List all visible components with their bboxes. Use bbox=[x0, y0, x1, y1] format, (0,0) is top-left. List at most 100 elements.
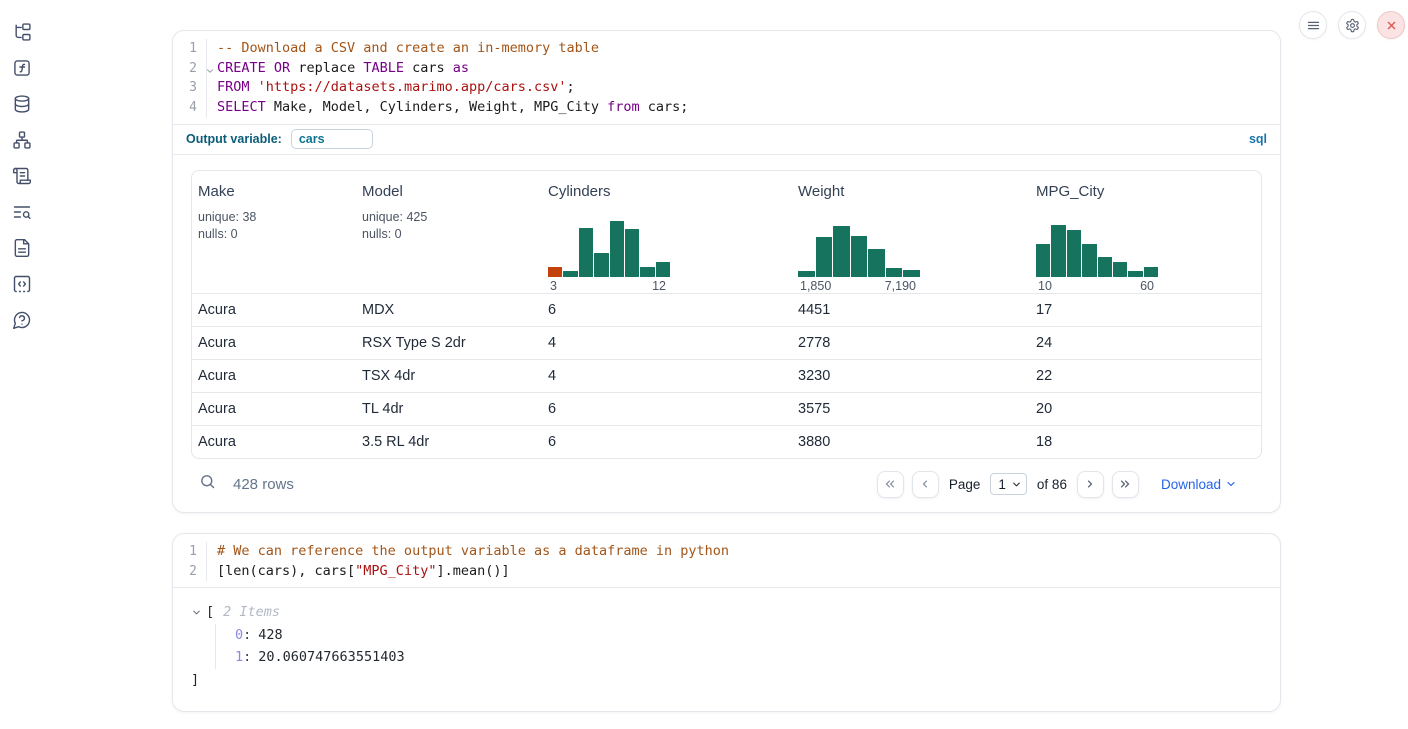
unique-stat: unique: 38 bbox=[198, 209, 257, 224]
list-item: 1: 20.060747663551403 bbox=[235, 649, 405, 666]
histogram-bar bbox=[1097, 256, 1112, 277]
nulls-stat: nulls: 0 bbox=[362, 226, 402, 241]
histogram-bar bbox=[1036, 244, 1051, 277]
download-button[interactable]: Download bbox=[1161, 477, 1237, 492]
table-footer: 428 rows Page 1 of 86 Download bbox=[191, 459, 1262, 510]
line-number: 3 bbox=[189, 80, 197, 96]
previous-page-button[interactable] bbox=[911, 470, 939, 498]
histogram-bar bbox=[833, 226, 850, 277]
hist-min-label: 10 bbox=[1038, 278, 1052, 293]
documentation-icon[interactable] bbox=[12, 238, 32, 258]
histogram-bar bbox=[1051, 225, 1066, 277]
column-header-weight[interactable]: Weight 1,850 7,190 bbox=[792, 183, 1030, 293]
output-variable-label: Output variable: bbox=[186, 132, 282, 147]
histogram-bar bbox=[1143, 267, 1158, 277]
sql-keyword: as bbox=[452, 59, 470, 76]
chevron-right-icon bbox=[1088, 480, 1093, 488]
output-variable-input[interactable] bbox=[290, 129, 373, 150]
sql-cell-output: Make unique: 38 nulls: 0 Model unique: 42… bbox=[173, 155, 1280, 510]
sql-keyword: CREATE bbox=[217, 59, 266, 76]
sql-keyword: TABLE bbox=[363, 59, 404, 76]
chevron-down-icon bbox=[1227, 482, 1235, 487]
histogram-bar bbox=[624, 229, 640, 277]
datasources-icon[interactable] bbox=[12, 94, 32, 114]
histogram-bar bbox=[798, 271, 815, 277]
sql-keyword: from bbox=[607, 99, 640, 116]
hist-max-label: 12 bbox=[652, 278, 666, 293]
page-select[interactable]: 1 bbox=[990, 473, 1027, 496]
page-select-value: 1 bbox=[998, 476, 1006, 492]
histogram-bar bbox=[563, 271, 578, 277]
unique-stat: unique: 425 bbox=[362, 209, 428, 224]
list-item-count: 2 Items bbox=[223, 604, 281, 621]
sql-cell: 1 -- Download a CSV and create an in-mem… bbox=[172, 30, 1281, 513]
line-number: 1 bbox=[189, 41, 197, 56]
chevrons-right-icon bbox=[1121, 480, 1130, 488]
shutdown-button[interactable] bbox=[1377, 11, 1405, 39]
dependency-graph-icon[interactable] bbox=[12, 130, 32, 150]
sql-keyword: OR bbox=[273, 59, 291, 76]
next-page-button[interactable] bbox=[1076, 470, 1104, 498]
histogram-bar bbox=[1112, 261, 1128, 277]
hist-min-label: 3 bbox=[550, 278, 557, 293]
list-items: 0: 428 1: 20.060747663551403 bbox=[215, 623, 1262, 669]
python-cell: 1 # We can reference the output variable… bbox=[172, 533, 1281, 712]
column-header-mpg-city[interactable]: MPG_City 10 60 bbox=[1030, 183, 1261, 293]
table-row: Acura TSX 4dr 4 3230 22 bbox=[192, 358, 1261, 392]
line-number: 2 bbox=[189, 563, 197, 579]
sql-code-editor[interactable]: 1 -- Download a CSV and create an in-mem… bbox=[173, 31, 1280, 125]
histogram-bar bbox=[850, 235, 868, 277]
hist-max-label: 60 bbox=[1140, 278, 1154, 293]
histogram-bar bbox=[655, 262, 670, 277]
histogram-bar bbox=[885, 268, 903, 277]
line-number: 2 bbox=[189, 60, 197, 76]
search-icon[interactable] bbox=[199, 473, 216, 495]
histogram-bar bbox=[548, 266, 563, 277]
line-number: 4 bbox=[189, 100, 197, 116]
file-explorer-icon[interactable] bbox=[12, 22, 32, 42]
histogram-bar bbox=[640, 266, 655, 277]
column-header-model[interactable]: Model unique: 425 nulls: 0 bbox=[362, 182, 428, 241]
column-header-make[interactable]: Make unique: 38 nulls: 0 bbox=[198, 182, 257, 241]
settings-button[interactable] bbox=[1338, 11, 1366, 39]
collapse-chevron-icon[interactable] bbox=[191, 607, 202, 618]
python-code-editor[interactable]: 1 # We can reference the output variable… bbox=[173, 534, 1280, 589]
python-comment: # We can reference the output variable a… bbox=[217, 543, 730, 559]
logs-icon[interactable] bbox=[12, 166, 32, 186]
last-page-button[interactable] bbox=[1111, 470, 1139, 498]
table-header: Make unique: 38 nulls: 0 Model unique: 42… bbox=[192, 171, 1261, 293]
histogram-bar bbox=[868, 248, 885, 277]
menu-button[interactable] bbox=[1299, 11, 1327, 39]
histogram-bar bbox=[1128, 271, 1143, 277]
histogram-bar bbox=[1066, 229, 1082, 277]
snippets-icon[interactable] bbox=[12, 274, 32, 294]
histogram-bar bbox=[1082, 244, 1097, 277]
list-open-bracket: [ bbox=[206, 604, 215, 621]
chevron-down-icon bbox=[1013, 482, 1020, 487]
sql-keyword: FROM bbox=[217, 79, 250, 96]
line-number: 1 bbox=[189, 544, 197, 559]
data-table: Make unique: 38 nulls: 0 Model unique: 42… bbox=[191, 169, 1262, 459]
page-total: of 86 bbox=[1036, 476, 1067, 492]
histogram-bar bbox=[815, 236, 833, 277]
table-row: Acura MDX 6 4451 17 bbox=[192, 292, 1261, 326]
notebook-actions bbox=[1299, 11, 1405, 39]
nulls-stat: nulls: 0 bbox=[198, 226, 238, 241]
column-header-cylinders[interactable]: Cylinders 3 12 bbox=[542, 183, 792, 293]
chevrons-left-icon bbox=[886, 480, 895, 488]
pagination: Page 1 of 86 Download bbox=[876, 470, 1237, 498]
histogram-bar bbox=[903, 270, 921, 277]
variables-icon[interactable] bbox=[12, 58, 32, 78]
outline-search-icon[interactable] bbox=[12, 202, 32, 222]
sql-keyword: SELECT bbox=[217, 99, 266, 116]
output-variable-bar: Output variable: sql bbox=[173, 125, 1280, 155]
table-row: Acura RSX Type S 2dr 4 2778 24 bbox=[192, 325, 1261, 359]
fold-chevron-icon[interactable] bbox=[205, 63, 215, 73]
hist-min-label: 1,850 bbox=[800, 278, 832, 293]
first-page-button[interactable] bbox=[876, 470, 904, 498]
table-row: Acura TL 4dr 6 3575 20 bbox=[192, 391, 1261, 425]
help-icon[interactable] bbox=[12, 310, 32, 330]
sidebar bbox=[0, 0, 44, 729]
sql-string: 'https://datasets.marimo.app/cars.csv' bbox=[257, 79, 567, 96]
chevron-left-icon bbox=[923, 480, 928, 488]
